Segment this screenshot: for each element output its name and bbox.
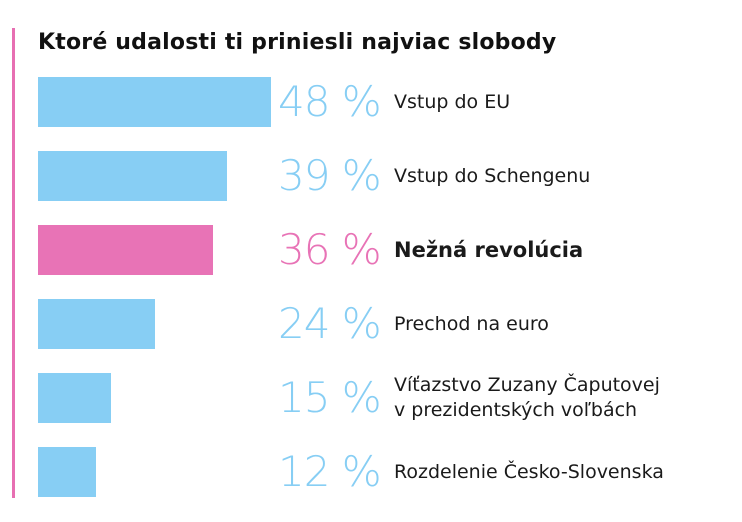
value-label-6: 12 % [278,447,382,496]
category-label-4: Prechod na euro [394,312,549,335]
bar-3 [38,225,213,275]
category-label-1: Vstup do EU [394,90,511,113]
bar-6 [38,447,96,497]
chart-title: Ktoré udalosti ti priniesli najviac slob… [38,30,557,55]
value-label-5: 15 % [278,373,382,422]
value-label-1: 48 % [278,77,382,126]
accent-line [12,28,15,498]
category-label-2: Vstup do Schengenu [394,164,591,187]
bar-4 [38,299,155,349]
bar-1 [38,77,271,127]
value-label-2: 39 % [278,151,382,200]
category-label-6: Rozdelenie Česko-Slovenska [394,460,664,483]
value-label-3: 36 % [278,225,382,274]
bar-2 [38,151,227,201]
value-label-4: 24 % [278,299,382,348]
category-label-3: Nežná revolúcia [394,237,584,262]
bar-5 [38,373,111,423]
category-label-5: Víťazstvo Zuzany Čaputovej v prezidentsk… [394,374,660,421]
